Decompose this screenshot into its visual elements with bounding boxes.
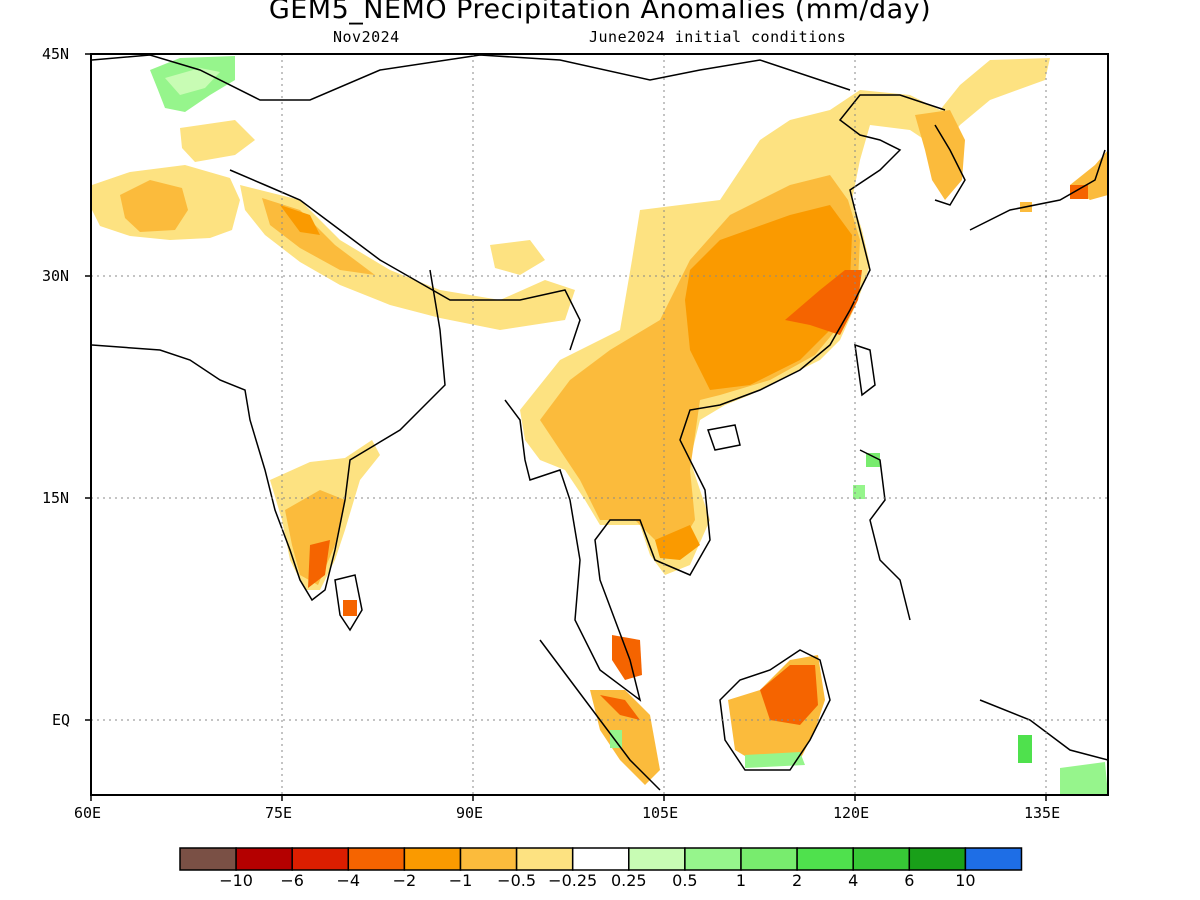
colorbar-swatch-0 — [179, 847, 237, 871]
anomaly-core-south-india — [285, 490, 345, 585]
lat-label-45n: 45N — [42, 45, 70, 63]
coastlines — [91, 54, 1108, 791]
colorbar-label-1: −6 — [280, 871, 304, 890]
colorbar-label-0: −10 — [219, 871, 253, 890]
lon-label-105e: 105E — [642, 804, 679, 822]
coast-southeast-asia — [504, 94, 946, 702]
colorbar-swatch-14 — [964, 847, 1023, 871]
anomaly-peak-south-india — [308, 540, 330, 588]
coast-sri-lanka — [334, 574, 363, 632]
lon-label-75e: 75E — [265, 804, 293, 822]
colorbar-swatch-5 — [459, 847, 518, 871]
coast-borneo — [719, 649, 831, 771]
colorbar-label-3: −2 — [392, 871, 417, 890]
coast-japan — [969, 149, 1106, 231]
anomaly-peak-himalaya — [280, 205, 320, 235]
colorbar-swatch-4 — [403, 847, 462, 871]
wet-anomaly-luzon — [866, 453, 880, 467]
lon-label-120e: 120E — [833, 804, 870, 822]
colorbar-label-8: 0.5 — [672, 871, 698, 890]
anomaly-field — [92, 56, 1108, 795]
lat-label-eq: EQ — [52, 711, 71, 729]
graticule — [91, 54, 1108, 795]
colorbar-swatch-2 — [291, 847, 350, 871]
wet-anomaly-luzon-south — [853, 485, 865, 499]
anomaly-malay-peninsula — [612, 635, 642, 680]
anomaly-sri-lanka — [343, 600, 357, 616]
coast-india — [91, 269, 446, 602]
axis-ticks — [85, 53, 1047, 801]
colorbar-label-11: 4 — [848, 871, 859, 890]
wet-anomaly-sumatra — [610, 730, 622, 748]
wet-anomaly-new-guinea-east — [1060, 762, 1108, 795]
colorbar-swatch-3 — [347, 847, 406, 871]
colorbar-label-9: 1 — [735, 871, 747, 890]
colorbar-swatch-9 — [684, 847, 742, 871]
coast-hainan — [707, 424, 741, 451]
colorbar-label-13: 10 — [955, 871, 976, 890]
colorbar-label-5: −0.5 — [497, 871, 537, 890]
lat-label-15n: 15N — [42, 489, 70, 507]
wet-anomaly-borneo — [745, 752, 805, 768]
anomaly-region-himalaya — [240, 185, 575, 330]
coast-new-guinea — [979, 699, 1108, 761]
initial-conditions: June2024 initial conditions — [589, 28, 847, 46]
coast-taiwan — [854, 343, 876, 397]
colorbar-swatch-13 — [908, 847, 967, 871]
colorbar-swatch-11 — [796, 847, 854, 871]
colorbar-swatch-8 — [628, 847, 686, 871]
wet-anomaly-kazakhstan-edge — [165, 68, 220, 95]
coast-sumatra-west — [539, 639, 661, 791]
anomaly-peak-cambodia — [655, 525, 700, 560]
lon-label-60e: 60E — [74, 804, 102, 822]
colorbar-label-10: 2 — [792, 871, 803, 890]
anomaly-max-china — [785, 270, 862, 335]
colorbar-label-12: 6 — [904, 871, 915, 890]
colorbar-swatch-10 — [740, 847, 798, 871]
map-title: GEM5_NEMO Precipitation Anomalies (mm/da… — [268, 0, 932, 25]
colorbar-swatch-6 — [515, 847, 574, 871]
lon-label-90e: 90E — [456, 804, 484, 822]
anomaly-peak-japan — [1070, 185, 1088, 199]
wet-anomaly-new-guinea — [1018, 735, 1032, 763]
forecast-month: Nov2024 — [333, 28, 400, 46]
anomaly-region-tajikistan — [180, 120, 255, 162]
coast-korea — [934, 124, 966, 206]
colorbar-label-4: −1 — [448, 871, 473, 890]
anomaly-region-tibet — [490, 240, 545, 275]
coast-philippines — [859, 449, 911, 621]
colorbar-label-6: −0.25 — [548, 871, 598, 890]
anomaly-peak-china — [685, 205, 852, 390]
anomaly-peak-borneo — [760, 665, 818, 725]
anomaly-region-korea — [915, 110, 965, 200]
colorbar-label-7: 0.25 — [610, 871, 647, 890]
anomaly-peak-sumatra — [600, 695, 640, 720]
anomaly-region-sumatra — [590, 690, 660, 785]
border-north — [91, 54, 851, 101]
map-frame — [90, 53, 1109, 796]
colorbar-swatch-7 — [571, 847, 630, 871]
anomaly-core-pakistan — [120, 180, 188, 232]
colorbar-swatch-12 — [852, 847, 911, 871]
lat-label-30n: 30N — [42, 267, 70, 285]
lon-label-135e: 135E — [1024, 804, 1061, 822]
colorbar-label-2: −4 — [336, 871, 361, 890]
colorbar-swatch-1 — [235, 847, 293, 871]
